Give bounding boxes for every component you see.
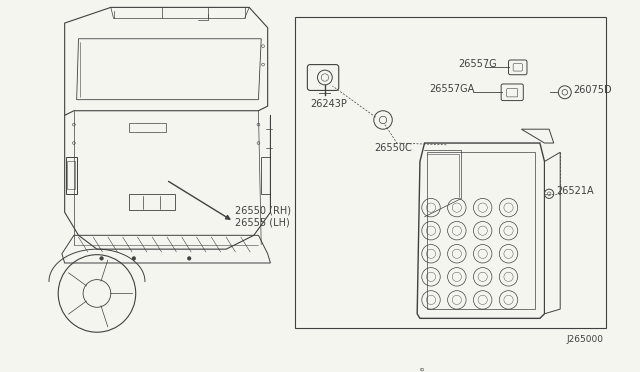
Circle shape bbox=[100, 257, 104, 260]
Text: 26075D: 26075D bbox=[573, 84, 612, 94]
FancyBboxPatch shape bbox=[509, 60, 527, 75]
Bar bbox=[295, 17, 606, 328]
Circle shape bbox=[558, 86, 572, 99]
Circle shape bbox=[132, 257, 136, 260]
Text: 26557GA: 26557GA bbox=[429, 84, 474, 94]
Circle shape bbox=[545, 189, 554, 198]
Text: 26243P: 26243P bbox=[310, 99, 347, 109]
Text: 26555 (LH): 26555 (LH) bbox=[236, 217, 290, 227]
Text: 26550C: 26550C bbox=[374, 143, 412, 153]
Text: 26521A: 26521A bbox=[557, 186, 594, 196]
Text: 000: 000 bbox=[420, 365, 425, 372]
Text: 26557G: 26557G bbox=[458, 59, 497, 69]
Polygon shape bbox=[545, 152, 560, 314]
Circle shape bbox=[188, 257, 191, 260]
Text: 26550 (RH): 26550 (RH) bbox=[236, 205, 291, 215]
FancyBboxPatch shape bbox=[501, 84, 524, 100]
Text: J265000: J265000 bbox=[566, 335, 604, 344]
FancyBboxPatch shape bbox=[307, 65, 339, 90]
